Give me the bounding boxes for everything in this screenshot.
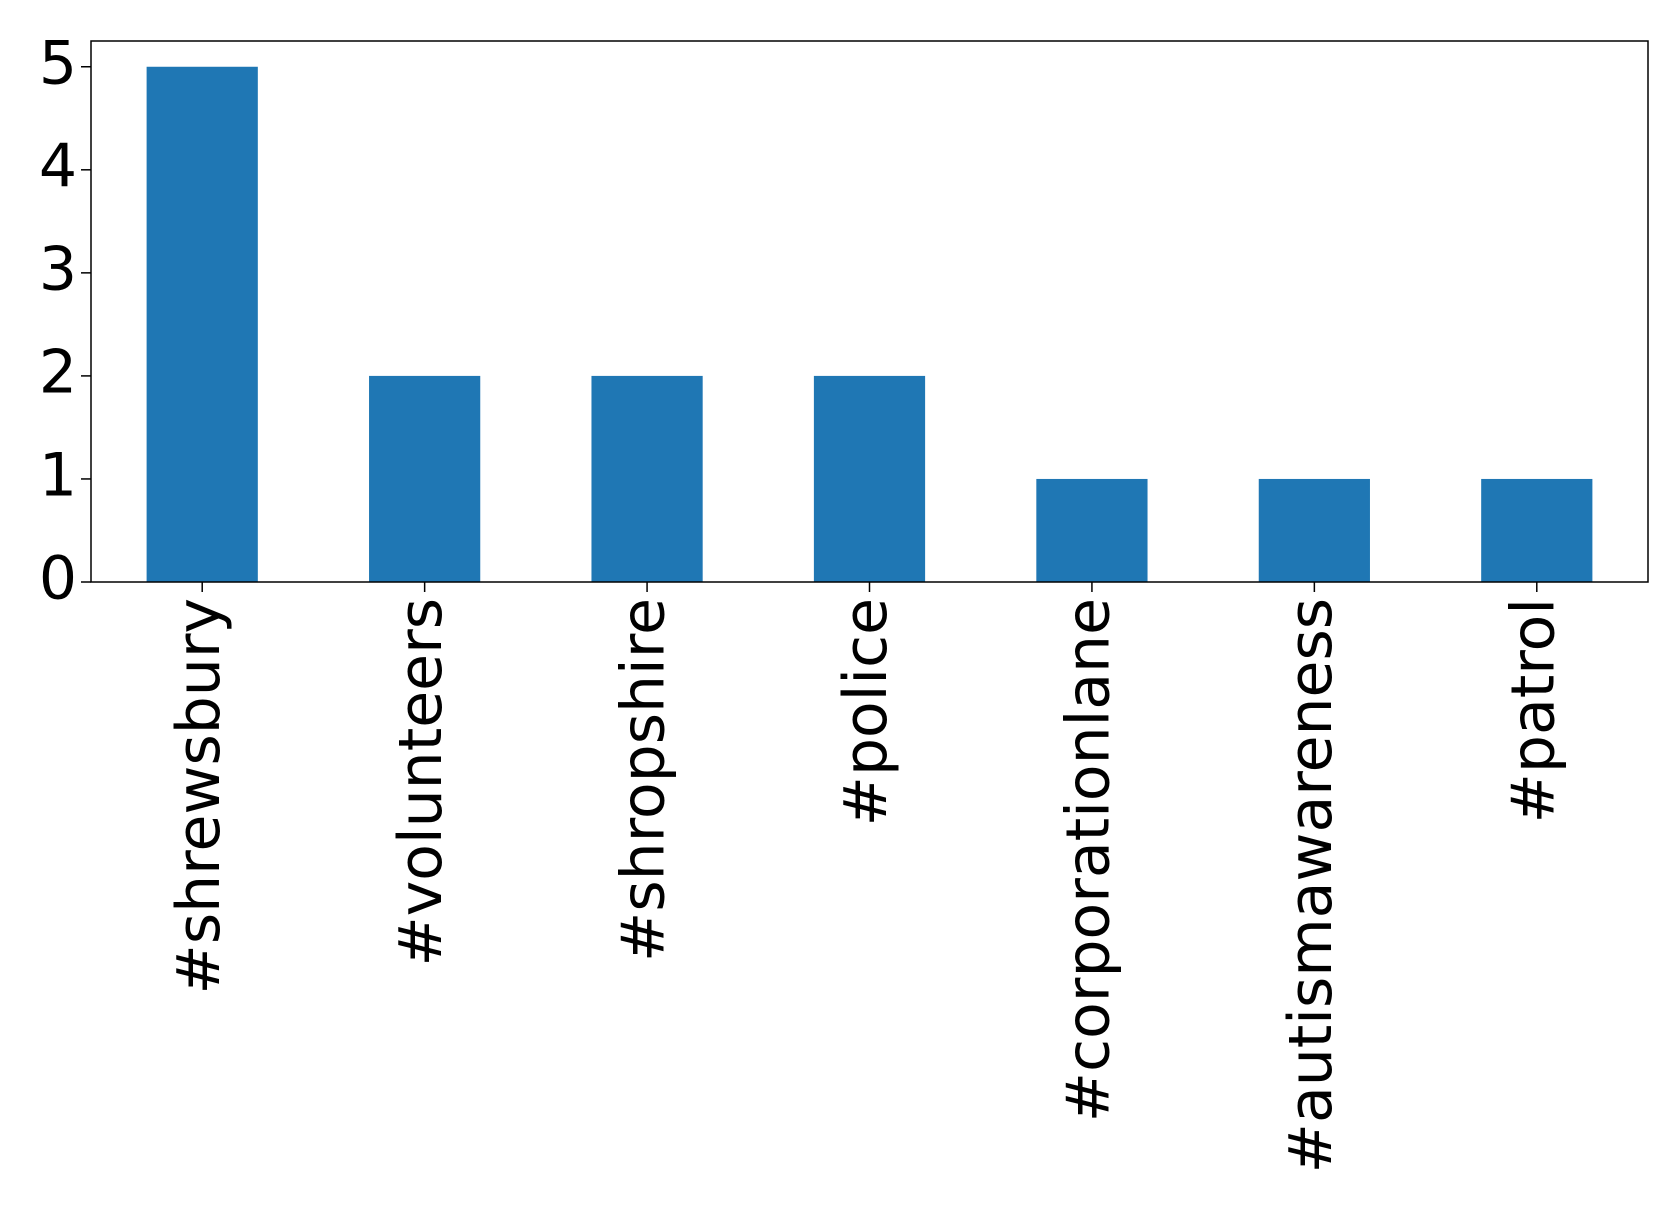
x-tick-label: #police xyxy=(831,598,901,826)
y-tick-label: 1 xyxy=(39,441,77,511)
x-tick-label: #patrol xyxy=(1498,598,1568,823)
y-tick-label: 3 xyxy=(39,234,77,304)
x-tick-label: #volunteers xyxy=(386,598,456,967)
plot-frame xyxy=(90,40,1649,583)
bar xyxy=(1481,478,1593,582)
y-tick-label: 5 xyxy=(39,28,77,98)
bar xyxy=(1036,478,1148,582)
x-tick-label: #shropshire xyxy=(609,598,679,962)
x-tick-label: #shrewsbury xyxy=(164,598,234,994)
bar xyxy=(1258,478,1370,582)
y-tick-label: 0 xyxy=(39,544,77,614)
bar xyxy=(369,375,481,582)
bar xyxy=(813,375,926,582)
y-tick-label: 4 xyxy=(39,131,77,201)
bar xyxy=(591,375,703,582)
x-tick-label: #autismawareness xyxy=(1276,598,1346,1173)
bar xyxy=(146,66,258,582)
y-tick-label: 2 xyxy=(39,337,77,407)
x-tick-label: #corporationlane xyxy=(1054,598,1124,1122)
